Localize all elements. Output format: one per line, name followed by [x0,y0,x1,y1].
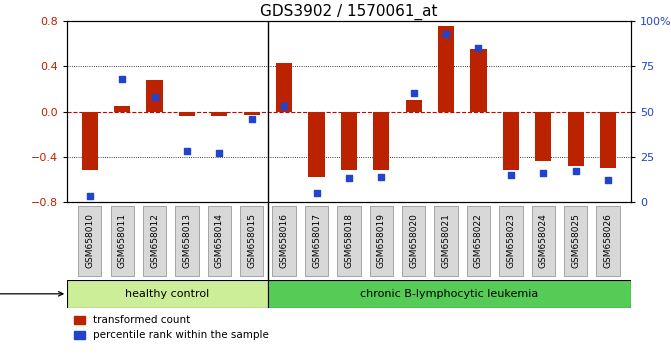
Text: disease state: disease state [0,289,63,299]
Point [344,176,354,181]
Point [149,94,160,100]
Point [182,148,193,154]
FancyBboxPatch shape [240,206,264,276]
FancyBboxPatch shape [531,206,555,276]
FancyBboxPatch shape [370,206,393,276]
Bar [373,112,389,170]
Bar [179,112,195,116]
Text: GSM658010: GSM658010 [85,213,94,268]
Bar [82,112,98,170]
Point [246,116,257,121]
FancyBboxPatch shape [338,206,360,276]
Bar [503,112,519,170]
Bar [470,50,486,112]
Title: GDS3902 / 1570061_at: GDS3902 / 1570061_at [260,4,437,20]
Text: GSM658017: GSM658017 [312,213,321,268]
Bar [309,112,325,177]
Bar [600,112,616,168]
Text: GSM658022: GSM658022 [474,213,483,268]
Point [505,172,516,177]
Point [214,150,225,156]
Point [376,174,386,179]
Point [117,76,127,82]
Text: GSM658021: GSM658021 [442,213,451,268]
Point [473,45,484,51]
Point [311,190,322,195]
FancyBboxPatch shape [467,206,490,276]
Text: GSM658020: GSM658020 [409,213,418,268]
FancyBboxPatch shape [597,206,620,276]
Text: chronic B-lymphocytic leukemia: chronic B-lymphocytic leukemia [360,289,538,299]
FancyBboxPatch shape [499,206,523,276]
Text: GSM658024: GSM658024 [539,213,548,268]
FancyBboxPatch shape [272,206,296,276]
Point [278,103,289,109]
Text: GSM658026: GSM658026 [604,213,613,268]
FancyBboxPatch shape [78,206,101,276]
FancyBboxPatch shape [208,206,231,276]
Point [441,31,452,37]
FancyBboxPatch shape [175,206,199,276]
Bar [341,112,357,170]
FancyBboxPatch shape [305,206,328,276]
Text: GSM658023: GSM658023 [507,213,515,268]
Legend: transformed count, percentile rank within the sample: transformed count, percentile rank withi… [72,313,271,343]
Bar [568,112,584,166]
Text: GSM658013: GSM658013 [183,213,191,268]
FancyBboxPatch shape [143,206,166,276]
FancyBboxPatch shape [268,280,631,308]
FancyBboxPatch shape [111,206,134,276]
Bar [405,100,422,112]
Point [85,194,95,199]
Text: GSM658015: GSM658015 [247,213,256,268]
Bar [146,80,162,112]
FancyBboxPatch shape [564,206,587,276]
FancyBboxPatch shape [402,206,425,276]
Text: healthy control: healthy control [125,289,209,299]
FancyBboxPatch shape [434,206,458,276]
Bar [211,112,227,116]
Bar [244,112,260,115]
Bar [535,112,552,161]
FancyBboxPatch shape [67,280,268,308]
Text: GSM658014: GSM658014 [215,213,224,268]
Text: GSM658012: GSM658012 [150,213,159,268]
Bar [438,26,454,112]
Point [570,168,581,174]
Bar [276,63,293,112]
Text: GSM658025: GSM658025 [571,213,580,268]
Text: GSM658016: GSM658016 [280,213,289,268]
Text: GSM658011: GSM658011 [117,213,127,268]
Point [538,170,549,176]
Point [603,177,613,183]
Text: GSM658019: GSM658019 [377,213,386,268]
Point [409,91,419,96]
Text: GSM658018: GSM658018 [344,213,354,268]
Bar [114,106,130,112]
